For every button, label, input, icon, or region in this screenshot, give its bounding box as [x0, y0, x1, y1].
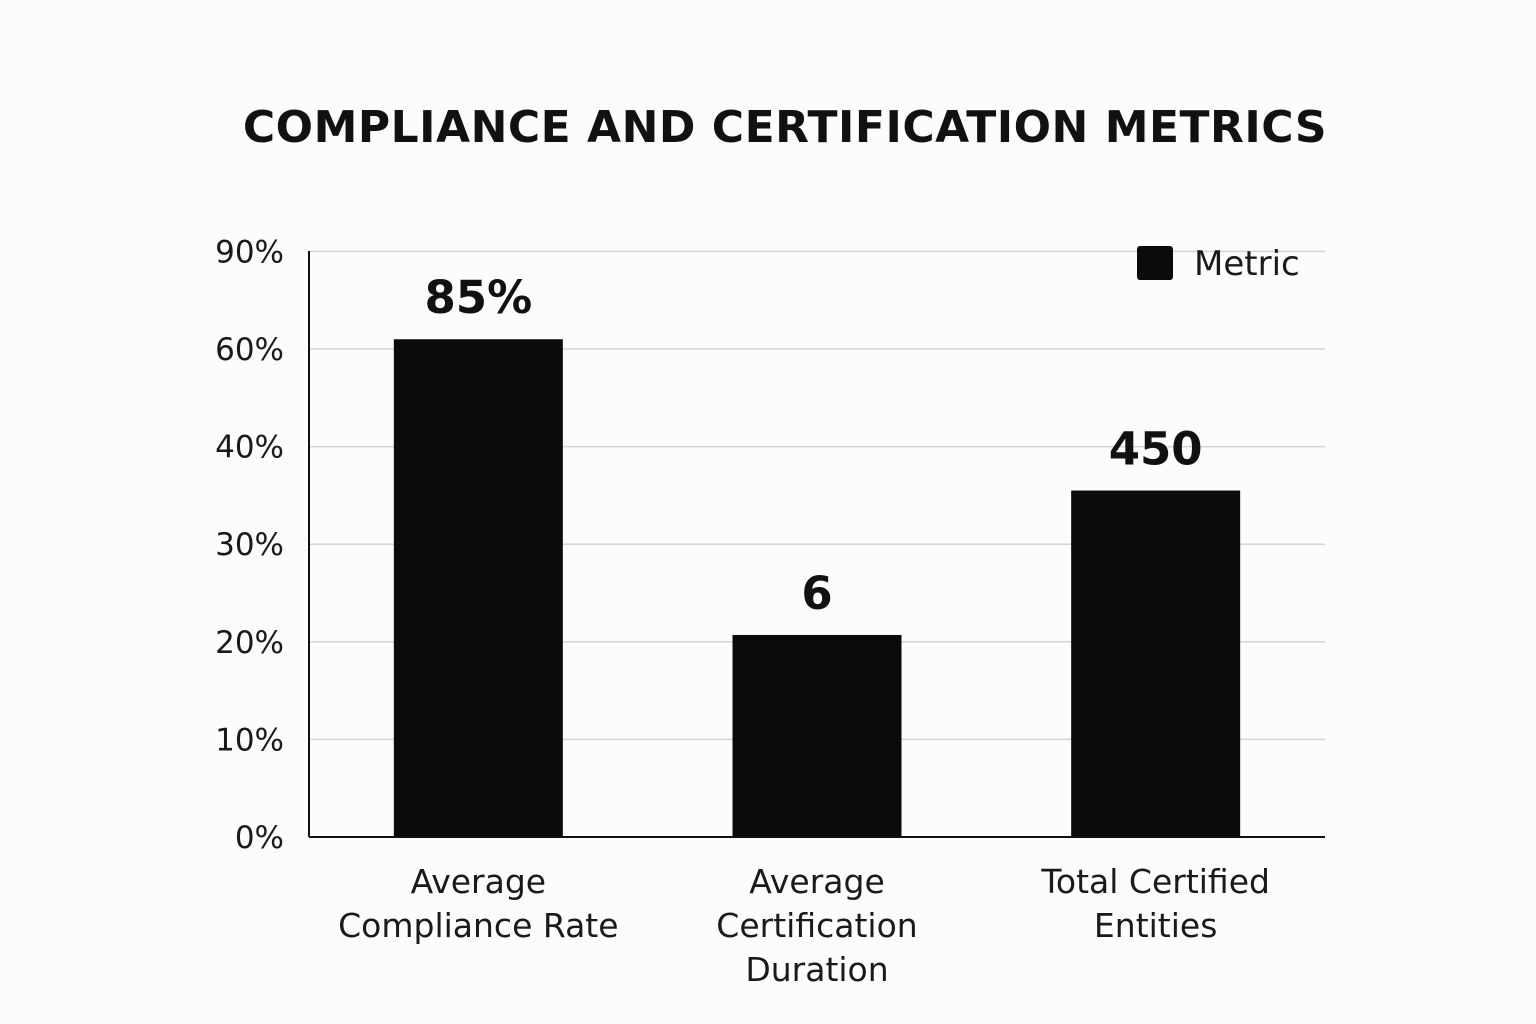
legend-label: Metric — [1194, 244, 1300, 284]
x-category-label: Entities — [1094, 906, 1217, 945]
data-labels: 85% 6 450 — [424, 271, 1202, 620]
x-category-label: Total Certified — [1040, 862, 1270, 901]
chart-title: COMPLIANCE AND CERTIFICATION METRICS — [243, 102, 1327, 153]
y-axis-ticks: 0% 10% 20% 30% 40% 60% 90% — [215, 234, 284, 856]
bar — [393, 339, 563, 837]
bar-value-label: 450 — [1109, 423, 1203, 476]
y-tick-label: 10% — [215, 722, 284, 758]
x-category-label: Duration — [745, 950, 888, 989]
legend-swatch — [1137, 246, 1173, 280]
x-category-label: Compliance Rate — [338, 906, 618, 945]
y-tick-label: 90% — [215, 234, 284, 270]
bar — [732, 634, 902, 837]
bars — [393, 339, 1241, 837]
legend: Metric — [1137, 244, 1300, 284]
y-tick-label: 60% — [215, 332, 284, 368]
y-tick-label: 40% — [215, 430, 284, 466]
bar-value-label: 85% — [424, 271, 532, 324]
y-tick-label: 20% — [215, 625, 284, 661]
bar — [1071, 490, 1241, 837]
x-axis-categories: Average Compliance Rate Average Certificati… — [338, 862, 1270, 989]
y-tick-label: 0% — [235, 820, 284, 856]
bar-value-label: 6 — [801, 567, 832, 620]
x-category-label: Average — [411, 862, 547, 901]
x-category-label: Average — [749, 862, 885, 901]
x-category-label: Certification — [716, 906, 917, 945]
axes — [308, 251, 1325, 838]
y-tick-label: 30% — [215, 527, 284, 563]
